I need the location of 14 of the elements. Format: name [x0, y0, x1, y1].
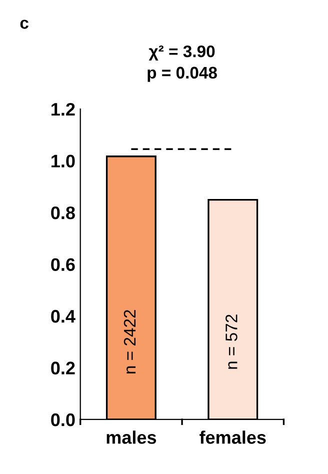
y-tick-label: 1.0 [52, 154, 75, 168]
y-tick-label: 0.2 [51, 362, 75, 374]
annotation: n = 572 [226, 314, 238, 369]
y-tick-label: 0.8 [51, 206, 75, 220]
text: p = 0.048 [148, 66, 217, 82]
x-tick-label: females [200, 430, 266, 444]
y-tick-label: 0.6 [51, 258, 75, 271]
y-tick-label: 0.0 [51, 413, 75, 426]
y-tick-label: 1.2 [52, 102, 75, 116]
text: c [20, 20, 28, 29]
y-tick-label: 0.4 [51, 310, 76, 323]
annotation: n = 2422 [124, 310, 136, 374]
text: χ² = 3.90 [148, 45, 215, 61]
x-tick-label: males [106, 430, 156, 444]
